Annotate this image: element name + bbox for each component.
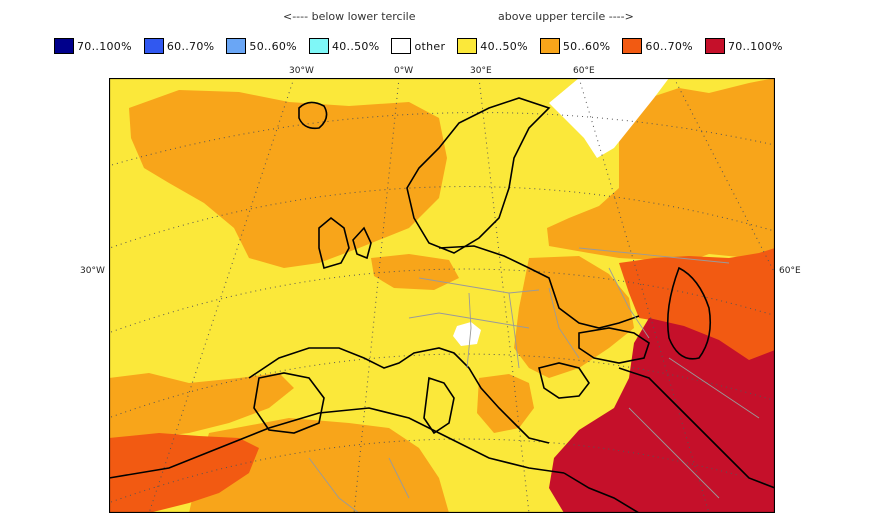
legend-item-other: other	[391, 38, 445, 54]
legend-item-below-60-70: 60..70%	[143, 38, 215, 54]
legend-item-above-50-60: 50..60%	[539, 38, 611, 54]
latitude-label-left: 30°W	[80, 266, 105, 276]
latitude-label-right: 60°E	[779, 266, 801, 276]
legend-swatch	[457, 38, 478, 54]
region-70-100-middle-east	[549, 318, 775, 513]
legend-swatch	[391, 38, 412, 54]
legend-swatch	[143, 38, 164, 54]
region-50-60-iberia-sw	[109, 373, 294, 440]
probability-map	[109, 78, 775, 513]
legend-item-above-40-50: 40..50%	[457, 38, 528, 54]
longitude-label-30w: 30°W	[289, 66, 314, 76]
legend-swatch	[54, 38, 74, 54]
legend-label: other	[414, 39, 446, 53]
legend-label: 60..70%	[645, 39, 693, 53]
legend-label: 70..100%	[77, 39, 132, 53]
legend-item-below-70-100: 70..100%	[54, 38, 132, 54]
legend-swatch	[622, 38, 643, 54]
legend-label: 40..50%	[480, 39, 528, 53]
legend-label: 40..50%	[331, 39, 380, 53]
below-tercile-label: <---- below lower tercile	[283, 10, 416, 23]
longitude-label-60e: 60°E	[573, 66, 595, 76]
region-60-70-caspian	[619, 248, 775, 363]
above-tercile-label: above upper tercile ---->	[498, 10, 634, 23]
legend-label: 60..70%	[166, 39, 215, 53]
legend-label: 70..100%	[727, 39, 783, 53]
coastlines	[109, 97, 775, 513]
region-other-north	[549, 78, 669, 158]
legend-item-below-50-60: 50..60%	[226, 38, 297, 54]
legend-swatch	[539, 38, 560, 54]
map-canvas	[109, 78, 775, 513]
legend-swatch	[226, 38, 247, 54]
region-50-60-adriatic	[477, 374, 534, 433]
region-50-60-north-atlantic	[129, 90, 447, 268]
graticule	[109, 78, 775, 513]
legend-item-above-60-70: 60..70%	[622, 38, 693, 54]
legend-swatch	[704, 38, 725, 54]
legend-label: 50..60%	[562, 39, 611, 53]
region-other-alps	[453, 322, 481, 346]
region-50-60-east-med	[514, 256, 634, 378]
legend-item-below-40-50: 40..50%	[308, 38, 380, 54]
legend: 70..100% 60..70% 50..60% 40..50% other 4…	[54, 36, 795, 56]
legend-swatch	[308, 38, 329, 54]
region-60-70-southwest	[109, 433, 259, 513]
region-50-60-north-africa	[189, 418, 449, 513]
longitude-label-0w: 0°W	[394, 66, 414, 76]
region-50-60-northeast	[547, 78, 775, 268]
legend-header: <---- below lower tercile above upper te…	[0, 10, 880, 26]
longitude-label-30e: 30°E	[470, 66, 492, 76]
legend-item-above-70-100: 70..100%	[704, 38, 783, 54]
legend-label: 50..60%	[249, 39, 297, 53]
country-borders	[308, 247, 760, 513]
